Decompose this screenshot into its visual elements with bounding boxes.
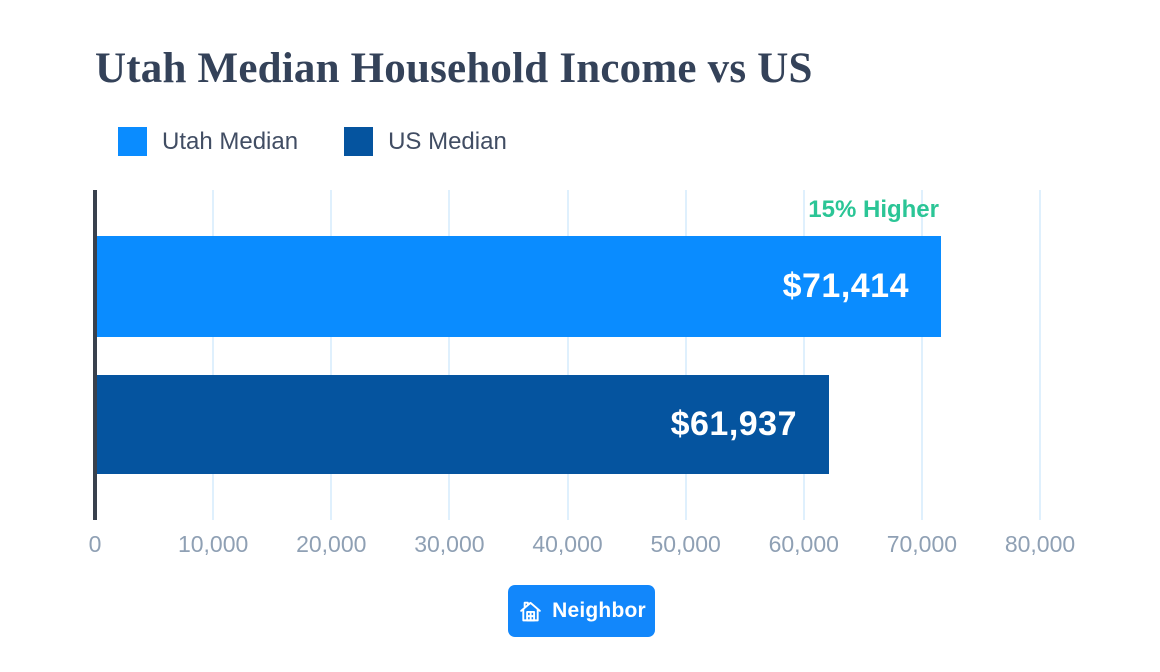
gridline-20000 (330, 190, 333, 520)
x-tick-label-50000: 50,000 (650, 531, 721, 557)
gridline-80000 (1039, 190, 1041, 520)
bar-value-label: $61,937 (670, 405, 797, 443)
gridline-30000 (448, 190, 451, 520)
gridline-10000 (212, 190, 215, 520)
bar-value-label: $71,414 (782, 267, 909, 305)
legend-label: US Median (388, 127, 507, 155)
x-tick-label-20000: 20,000 (296, 531, 367, 557)
x-tick-label-30000: 30,000 (414, 531, 485, 557)
legend-item-us-median: US Median (344, 127, 507, 156)
gridline-60000 (802, 190, 805, 520)
gridline-50000 (684, 190, 687, 520)
x-tick-label-80000: 80,000 (1004, 531, 1076, 557)
gridline-70000 (920, 190, 923, 520)
x-tick-label-60000: 60,000 (768, 531, 839, 557)
legend-label: Utah Median (162, 127, 299, 155)
gridline-40000 (566, 190, 569, 520)
x-tick-label-10000: 10,000 (177, 531, 249, 557)
legend: Utah Median US Median (118, 127, 507, 156)
x-axis-tick-labels: 0 10,000 20,000 30,000 40,000 50,000 60,000 70,… (89, 531, 1076, 559)
legend-item-utah-median: Utah Median (118, 127, 298, 156)
neighbor-brand-badge[interactable]: Neighbor (508, 585, 655, 637)
y-axis-line (93, 190, 97, 520)
annotation-15-percent-higher: 15% Higher (808, 196, 939, 223)
legend-swatch-utah-median (118, 127, 147, 156)
house-icon (517, 598, 544, 625)
legend-swatch-us-median (344, 127, 374, 156)
plot-area: $71,414 $61,937 15% Higher (93, 190, 1041, 520)
bar-us-median: $61,937 (97, 375, 829, 474)
x-tick-label-70000: 70,000 (886, 531, 958, 557)
chart-title: Utah Median Household Income vs US (95, 45, 813, 92)
x-tick-label-40000: 40,000 (532, 531, 603, 557)
bar-utah-median: $71,414 (97, 236, 941, 337)
x-tick-label-0: 0 (88, 531, 102, 557)
badge-label: Neighbor (552, 599, 646, 622)
